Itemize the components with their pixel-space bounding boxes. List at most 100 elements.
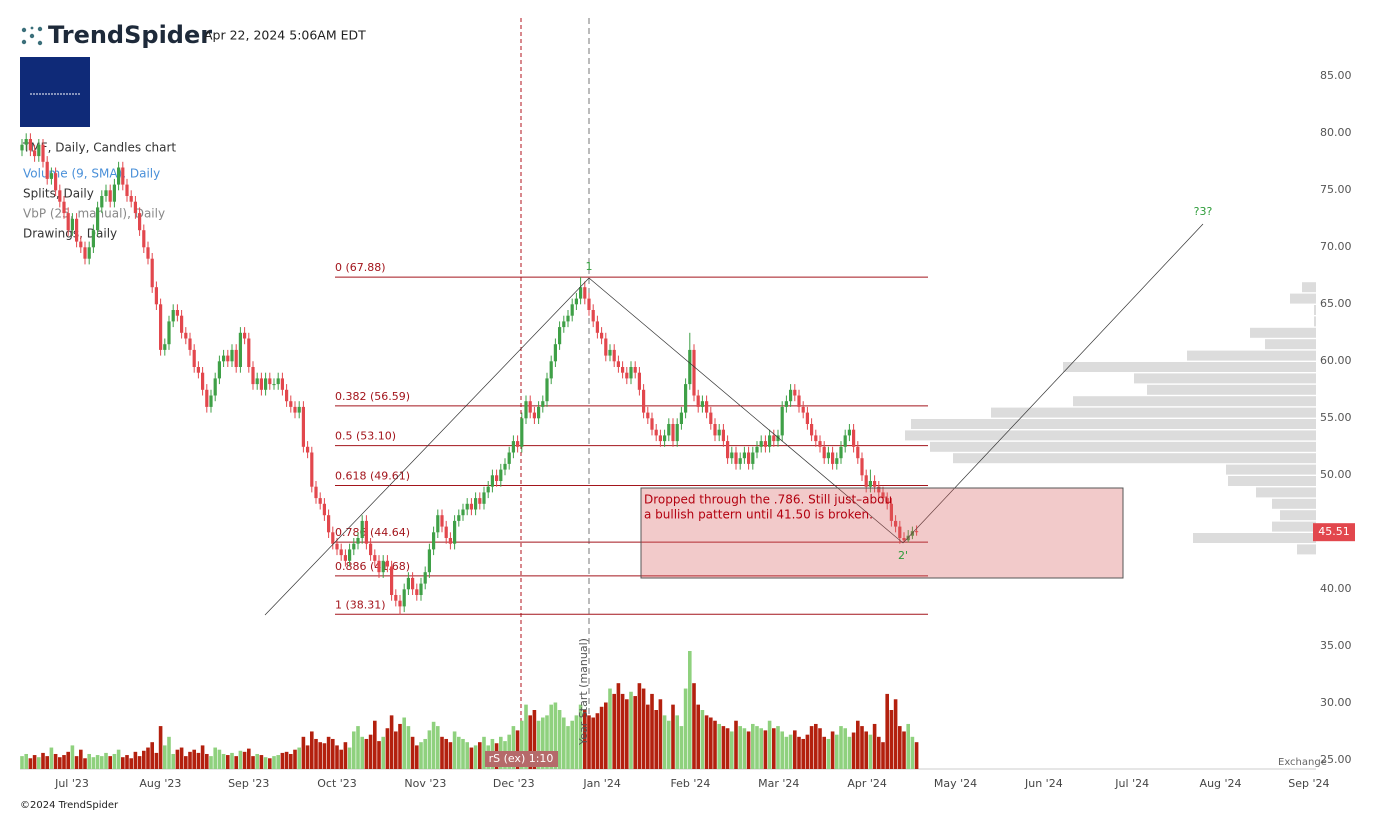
candle-body <box>885 498 889 504</box>
volume-bar <box>574 715 579 769</box>
candle-body <box>646 412 650 419</box>
volume-bar <box>406 726 411 769</box>
candle-body <box>205 389 209 407</box>
volume-bar <box>125 755 129 769</box>
volume-bar <box>578 704 583 769</box>
candle-body <box>154 287 158 305</box>
volume-bar <box>902 731 906 769</box>
candle-body <box>495 475 499 481</box>
candle-body <box>612 349 616 362</box>
volume-bar <box>100 756 104 769</box>
volume-bar <box>856 720 860 769</box>
volume-bar <box>562 717 566 769</box>
candle-body <box>54 173 58 191</box>
candle-body <box>96 207 100 231</box>
symbol-logo <box>20 57 90 127</box>
candle-body <box>247 338 251 367</box>
candle-body <box>453 520 457 544</box>
candle-body <box>747 452 751 464</box>
volume-bar <box>331 738 335 769</box>
volume-bar <box>478 742 482 769</box>
fib-label: 0.382 (56.59) <box>335 390 410 403</box>
volume-bar <box>612 693 616 769</box>
volume-profile-bar <box>1314 305 1316 315</box>
candle-body <box>730 452 734 459</box>
volume-bar <box>373 720 377 769</box>
candle-body <box>318 498 322 504</box>
candle-body <box>251 367 255 385</box>
volume-bar <box>133 751 138 769</box>
candle-body <box>751 452 755 464</box>
candle-body <box>759 441 763 447</box>
candle-body <box>679 412 683 424</box>
candle-body <box>696 395 700 407</box>
volume-bar <box>423 738 427 769</box>
candle-body <box>881 492 885 499</box>
candle-body <box>705 401 709 413</box>
volume-bar <box>616 683 621 769</box>
y-tick-label: 50.00 <box>1320 468 1352 481</box>
x-tick-label: Sep '24 <box>1288 777 1329 790</box>
candle-body <box>167 321 171 345</box>
candle-body <box>742 452 746 459</box>
candle-body <box>675 424 679 442</box>
volume-profile-bar <box>1272 521 1316 532</box>
volume-profile-bar <box>1297 544 1316 555</box>
volume-bar <box>226 755 230 769</box>
candle-body <box>70 218 74 231</box>
candle-body <box>175 310 179 316</box>
candle-body <box>524 401 528 419</box>
candle-body <box>658 435 662 442</box>
candle-body <box>465 503 469 510</box>
candle-body <box>238 332 242 367</box>
candle-body <box>243 332 247 339</box>
candle-body <box>314 486 318 499</box>
candle-body <box>574 298 578 305</box>
exchange-label: Exchange <box>1278 757 1327 768</box>
volume-bar <box>66 751 70 769</box>
wave-label: 2' <box>898 549 908 562</box>
candle-body <box>276 378 280 385</box>
candle-body <box>814 435 818 442</box>
volume-bar <box>662 715 667 769</box>
volume-profile-bar <box>991 407 1316 418</box>
candle-body <box>112 184 116 202</box>
candle-body <box>684 384 688 413</box>
volume-bar <box>394 731 398 769</box>
volume-bar <box>322 743 327 769</box>
volume-bar <box>83 758 87 769</box>
volume-bar <box>709 717 713 769</box>
y-tick-label: 60.00 <box>1320 354 1352 367</box>
candle-body <box>188 338 192 350</box>
candle-body <box>268 378 272 385</box>
candle-body <box>24 139 28 145</box>
candle-body <box>343 555 347 561</box>
candle-body <box>558 327 562 345</box>
volume-bar <box>692 683 696 769</box>
volume-bar <box>763 730 768 769</box>
year-start-label: Year Start (manual) <box>577 638 590 746</box>
candle-body <box>553 344 557 362</box>
y-tick-label: 75.00 <box>1320 183 1352 196</box>
volume-bar <box>872 723 877 769</box>
volume-bar <box>553 702 558 769</box>
candle-body <box>507 452 511 464</box>
volume-bar <box>62 755 66 769</box>
candle-body <box>138 213 142 231</box>
candle-body <box>490 475 494 487</box>
volume-bar <box>28 758 33 769</box>
volume-bar <box>881 742 885 769</box>
volume-bar <box>179 747 184 769</box>
x-tick-label: Jun '24 <box>1024 777 1063 790</box>
volume-bar <box>347 747 352 769</box>
candle-body <box>335 543 339 550</box>
candle-body <box>255 378 259 385</box>
candle-body <box>528 401 532 413</box>
volume-bar <box>112 753 117 769</box>
candle-body <box>520 418 524 447</box>
volume-bar <box>528 715 532 769</box>
candle-body <box>352 543 356 550</box>
volume-bar <box>671 704 675 769</box>
volume-bar <box>163 745 167 769</box>
